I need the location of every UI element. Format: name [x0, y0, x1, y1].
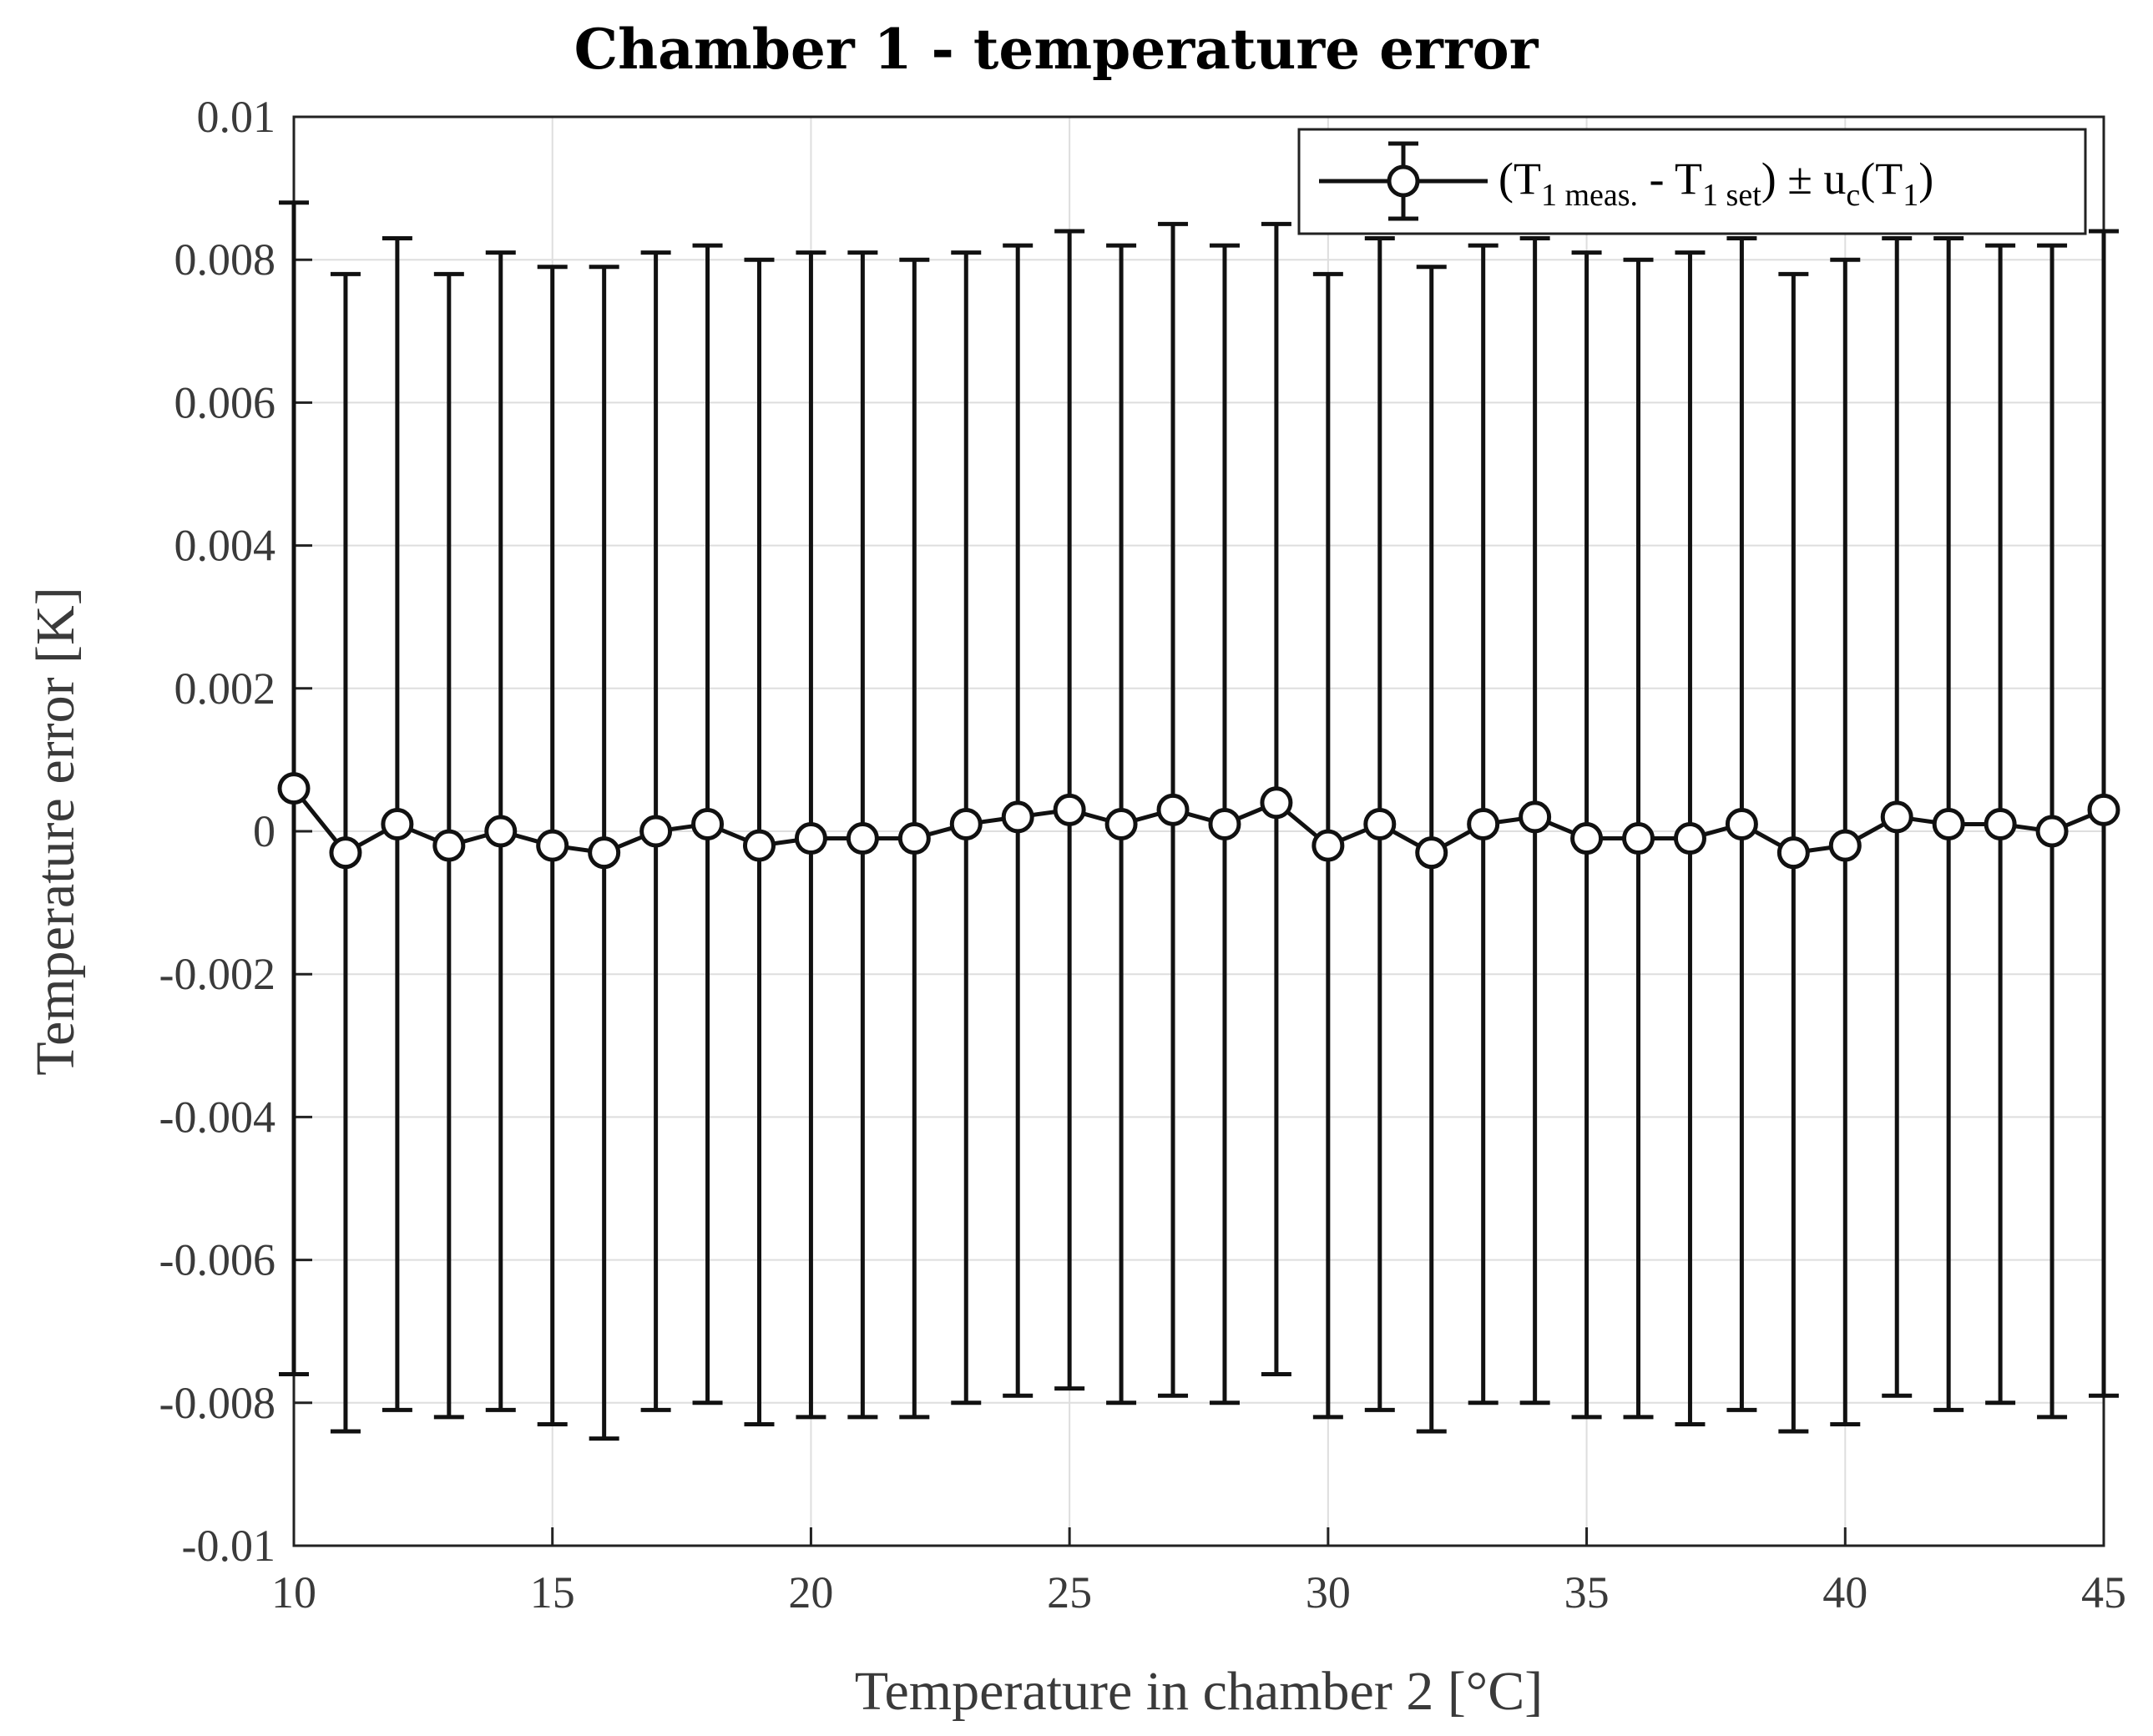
y-tick-labels: 0.01 0.008 0.006 0.004 0.002 0 -0.002 -0.004 -0.…: [159, 92, 275, 1571]
data-point: [484, 815, 518, 848]
y-tick-label: -0.004: [159, 1092, 275, 1142]
y-tick-label: -0.002: [159, 949, 275, 999]
data-point: [1828, 829, 1862, 862]
data-point: [1208, 807, 1241, 840]
data-point: [691, 807, 725, 840]
data-point: [1467, 807, 1500, 840]
x-tick-label: 20: [788, 1567, 833, 1617]
chart-title: Chamber 1 - temperature error: [574, 17, 1539, 82]
data-point: [1570, 822, 1604, 855]
data-point: [1984, 807, 2017, 840]
data-point: [1673, 822, 1706, 855]
legend: (T1 meas. - T1 set) ± uc(T1): [1297, 128, 2087, 235]
data-point: [1519, 800, 1552, 834]
legend-entry: (T1 meas. - T1 set) ± uc(T1): [1499, 154, 1933, 213]
data-point: [1622, 822, 1655, 855]
data-markers: [277, 772, 2120, 870]
y-tick-label: 0.002: [174, 664, 276, 714]
y-tick-label: -0.006: [159, 1235, 275, 1285]
axis-ticks: [292, 115, 2105, 1547]
x-axis-label: Temperature in chamber 2 [°C]: [855, 1661, 1543, 1722]
data-point: [1104, 807, 1138, 840]
data-point: [1880, 800, 1913, 834]
x-tick-labels: 10 15 20 25 30 35 40 45: [271, 1567, 2126, 1617]
data-point: [1001, 800, 1034, 834]
data-point: [949, 807, 983, 840]
data-point: [1725, 807, 1758, 840]
data-point: [742, 829, 776, 862]
legend-marker: [1387, 164, 1420, 198]
error-bars: [279, 200, 2119, 1441]
y-tick-label: 0.008: [174, 235, 276, 285]
x-tick-label: 30: [1306, 1567, 1351, 1617]
x-tick-label: 25: [1047, 1567, 1092, 1617]
data-point: [329, 836, 362, 870]
y-tick-label: -0.008: [159, 1378, 275, 1428]
x-tick-label: 15: [530, 1567, 575, 1617]
data-point: [897, 822, 931, 855]
y-tick-label: -0.01: [182, 1521, 275, 1571]
grid-lines: [293, 116, 2105, 1547]
data-point: [432, 829, 466, 862]
x-tick-label: 40: [1822, 1567, 1867, 1617]
data-point: [1363, 807, 1397, 840]
data-point: [2035, 815, 2069, 848]
data-point: [1312, 829, 1345, 862]
y-tick-label: 0.01: [197, 92, 276, 142]
x-tick-label: 35: [1564, 1567, 1610, 1617]
data-point: [2087, 793, 2120, 826]
y-tick-label: 0.004: [174, 521, 276, 571]
data-point: [277, 772, 311, 805]
y-axis-label: Temperature error [K]: [25, 587, 86, 1075]
data-point: [1415, 836, 1448, 870]
data-point: [381, 807, 414, 840]
data-point: [1156, 793, 1190, 826]
x-tick-label: 45: [2081, 1567, 2126, 1617]
data-point: [794, 822, 827, 855]
data-point: [536, 829, 569, 862]
data-point: [588, 836, 621, 870]
legend-symbol: [1319, 141, 1488, 221]
data-point: [846, 822, 879, 855]
data-point: [639, 815, 673, 848]
y-tick-label: 0.006: [174, 377, 276, 427]
data-point: [1053, 793, 1086, 826]
data-point: [1260, 786, 1293, 820]
data-point: [1776, 836, 1810, 870]
data-point: [1932, 807, 1965, 840]
y-tick-label: 0: [253, 806, 275, 856]
x-tick-label: 10: [271, 1567, 316, 1617]
